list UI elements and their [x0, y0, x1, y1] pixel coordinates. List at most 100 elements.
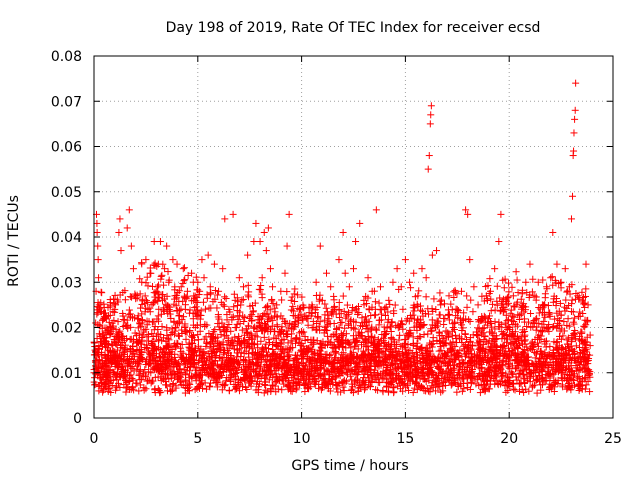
data-point [505, 324, 513, 331]
background-point [143, 321, 151, 329]
background-point [138, 259, 146, 267]
background-point [127, 323, 135, 331]
background-point [361, 384, 369, 392]
background-point [535, 309, 543, 317]
background-point [372, 386, 380, 394]
data-point [94, 242, 102, 250]
background-point [489, 300, 497, 308]
background-point [131, 329, 139, 337]
background-point [517, 295, 525, 303]
background-point [388, 318, 396, 326]
background-point [574, 312, 582, 320]
data-point [169, 256, 177, 264]
background-point [375, 299, 383, 307]
background-point [316, 318, 324, 326]
background-point [441, 300, 449, 308]
background-point [333, 385, 341, 393]
data-point [418, 265, 426, 273]
data-point [239, 283, 247, 291]
data-point [572, 79, 580, 87]
background-point [99, 388, 107, 396]
data-point [215, 287, 223, 295]
background-point [105, 318, 113, 326]
background-point [351, 325, 359, 333]
data-point [179, 265, 187, 273]
background-point [447, 300, 455, 308]
data-point [252, 219, 260, 227]
background-point [289, 344, 297, 352]
background-point [541, 290, 549, 298]
background-point [575, 295, 583, 303]
background-point [213, 291, 221, 299]
background-point [538, 326, 546, 334]
background-point [528, 288, 536, 296]
background-point [460, 309, 468, 317]
background-point [287, 306, 295, 314]
background-point [463, 292, 471, 300]
data-point [150, 238, 158, 246]
background-point [339, 292, 347, 300]
background-point [505, 288, 513, 296]
background-point [222, 295, 230, 303]
data-point [177, 283, 185, 291]
background-point [387, 327, 395, 335]
background-point [380, 323, 388, 331]
data-point [269, 283, 277, 291]
background-point [527, 345, 535, 353]
background-point [126, 293, 134, 301]
background-point [114, 379, 122, 387]
background-point [299, 316, 307, 324]
background-point [437, 296, 445, 304]
background-point [409, 333, 417, 341]
background-point [260, 389, 268, 397]
background-point [399, 325, 407, 333]
background-point [343, 312, 351, 320]
background-point [330, 355, 338, 363]
background-point [335, 314, 343, 322]
background-point [112, 386, 120, 394]
background-point [235, 332, 243, 340]
background-point [194, 336, 202, 344]
background-point [207, 304, 215, 312]
background-point [504, 293, 512, 301]
background-point [162, 381, 170, 389]
data-point [376, 283, 384, 291]
background-point [435, 311, 443, 319]
background-point [424, 330, 432, 338]
background-point [527, 310, 535, 318]
data-point [350, 265, 357, 273]
background-point [135, 387, 143, 395]
data-point [561, 265, 569, 273]
data-point [206, 283, 214, 291]
background-point [230, 290, 238, 298]
background-point [201, 305, 209, 313]
background-point [180, 264, 188, 272]
background-point [219, 301, 227, 309]
background-point [391, 301, 399, 309]
y-tick-label: 0.05 [51, 185, 82, 201]
background-point [494, 379, 502, 387]
background-point [335, 298, 343, 306]
data-point [181, 305, 189, 313]
data-point [258, 274, 266, 282]
background-point [339, 383, 347, 391]
background-point [523, 322, 531, 330]
background-point [285, 348, 293, 356]
y-axis-label: ROTI / TECUs [6, 195, 22, 287]
background-point [127, 363, 135, 371]
data-point [341, 269, 349, 277]
data-point [312, 278, 320, 286]
background-point [409, 389, 417, 397]
data-point [427, 111, 435, 119]
background-point [459, 324, 467, 332]
data-point [204, 251, 212, 259]
background-point [509, 312, 517, 320]
data-point [364, 274, 372, 282]
background-point [158, 323, 166, 331]
data-point [406, 278, 414, 286]
data-point [582, 260, 590, 268]
background-point [550, 322, 558, 330]
data-point [221, 215, 229, 223]
background-point [265, 345, 273, 353]
dense-point-cloud [90, 259, 594, 397]
